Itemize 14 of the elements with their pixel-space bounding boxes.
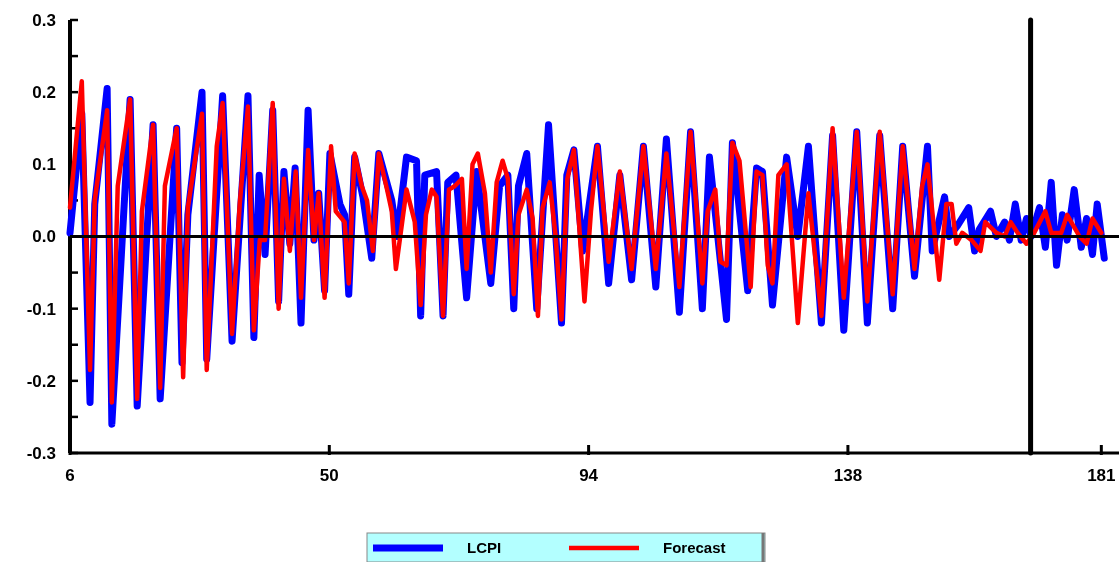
y-tick-label: -0.2 bbox=[26, 371, 56, 391]
x-tick-label: 181 bbox=[1087, 466, 1116, 485]
y-tick-label: 0.1 bbox=[32, 155, 56, 175]
legend-label: LCPI bbox=[467, 539, 502, 557]
x-tick-label: 50 bbox=[319, 466, 339, 485]
y-tick-label: -0.3 bbox=[26, 443, 56, 463]
x-tick-label: 6 bbox=[65, 466, 75, 485]
y-tick-label: 0.0 bbox=[32, 227, 56, 247]
legend-label: Forecast bbox=[663, 539, 726, 557]
y-tick-label: 0.3 bbox=[32, 10, 56, 30]
x-tick-label: 138 bbox=[833, 466, 863, 485]
y-tick-label: 0.2 bbox=[32, 83, 56, 103]
y-tick-label: -0.1 bbox=[26, 299, 56, 319]
x-tick-label: 94 bbox=[579, 466, 599, 485]
